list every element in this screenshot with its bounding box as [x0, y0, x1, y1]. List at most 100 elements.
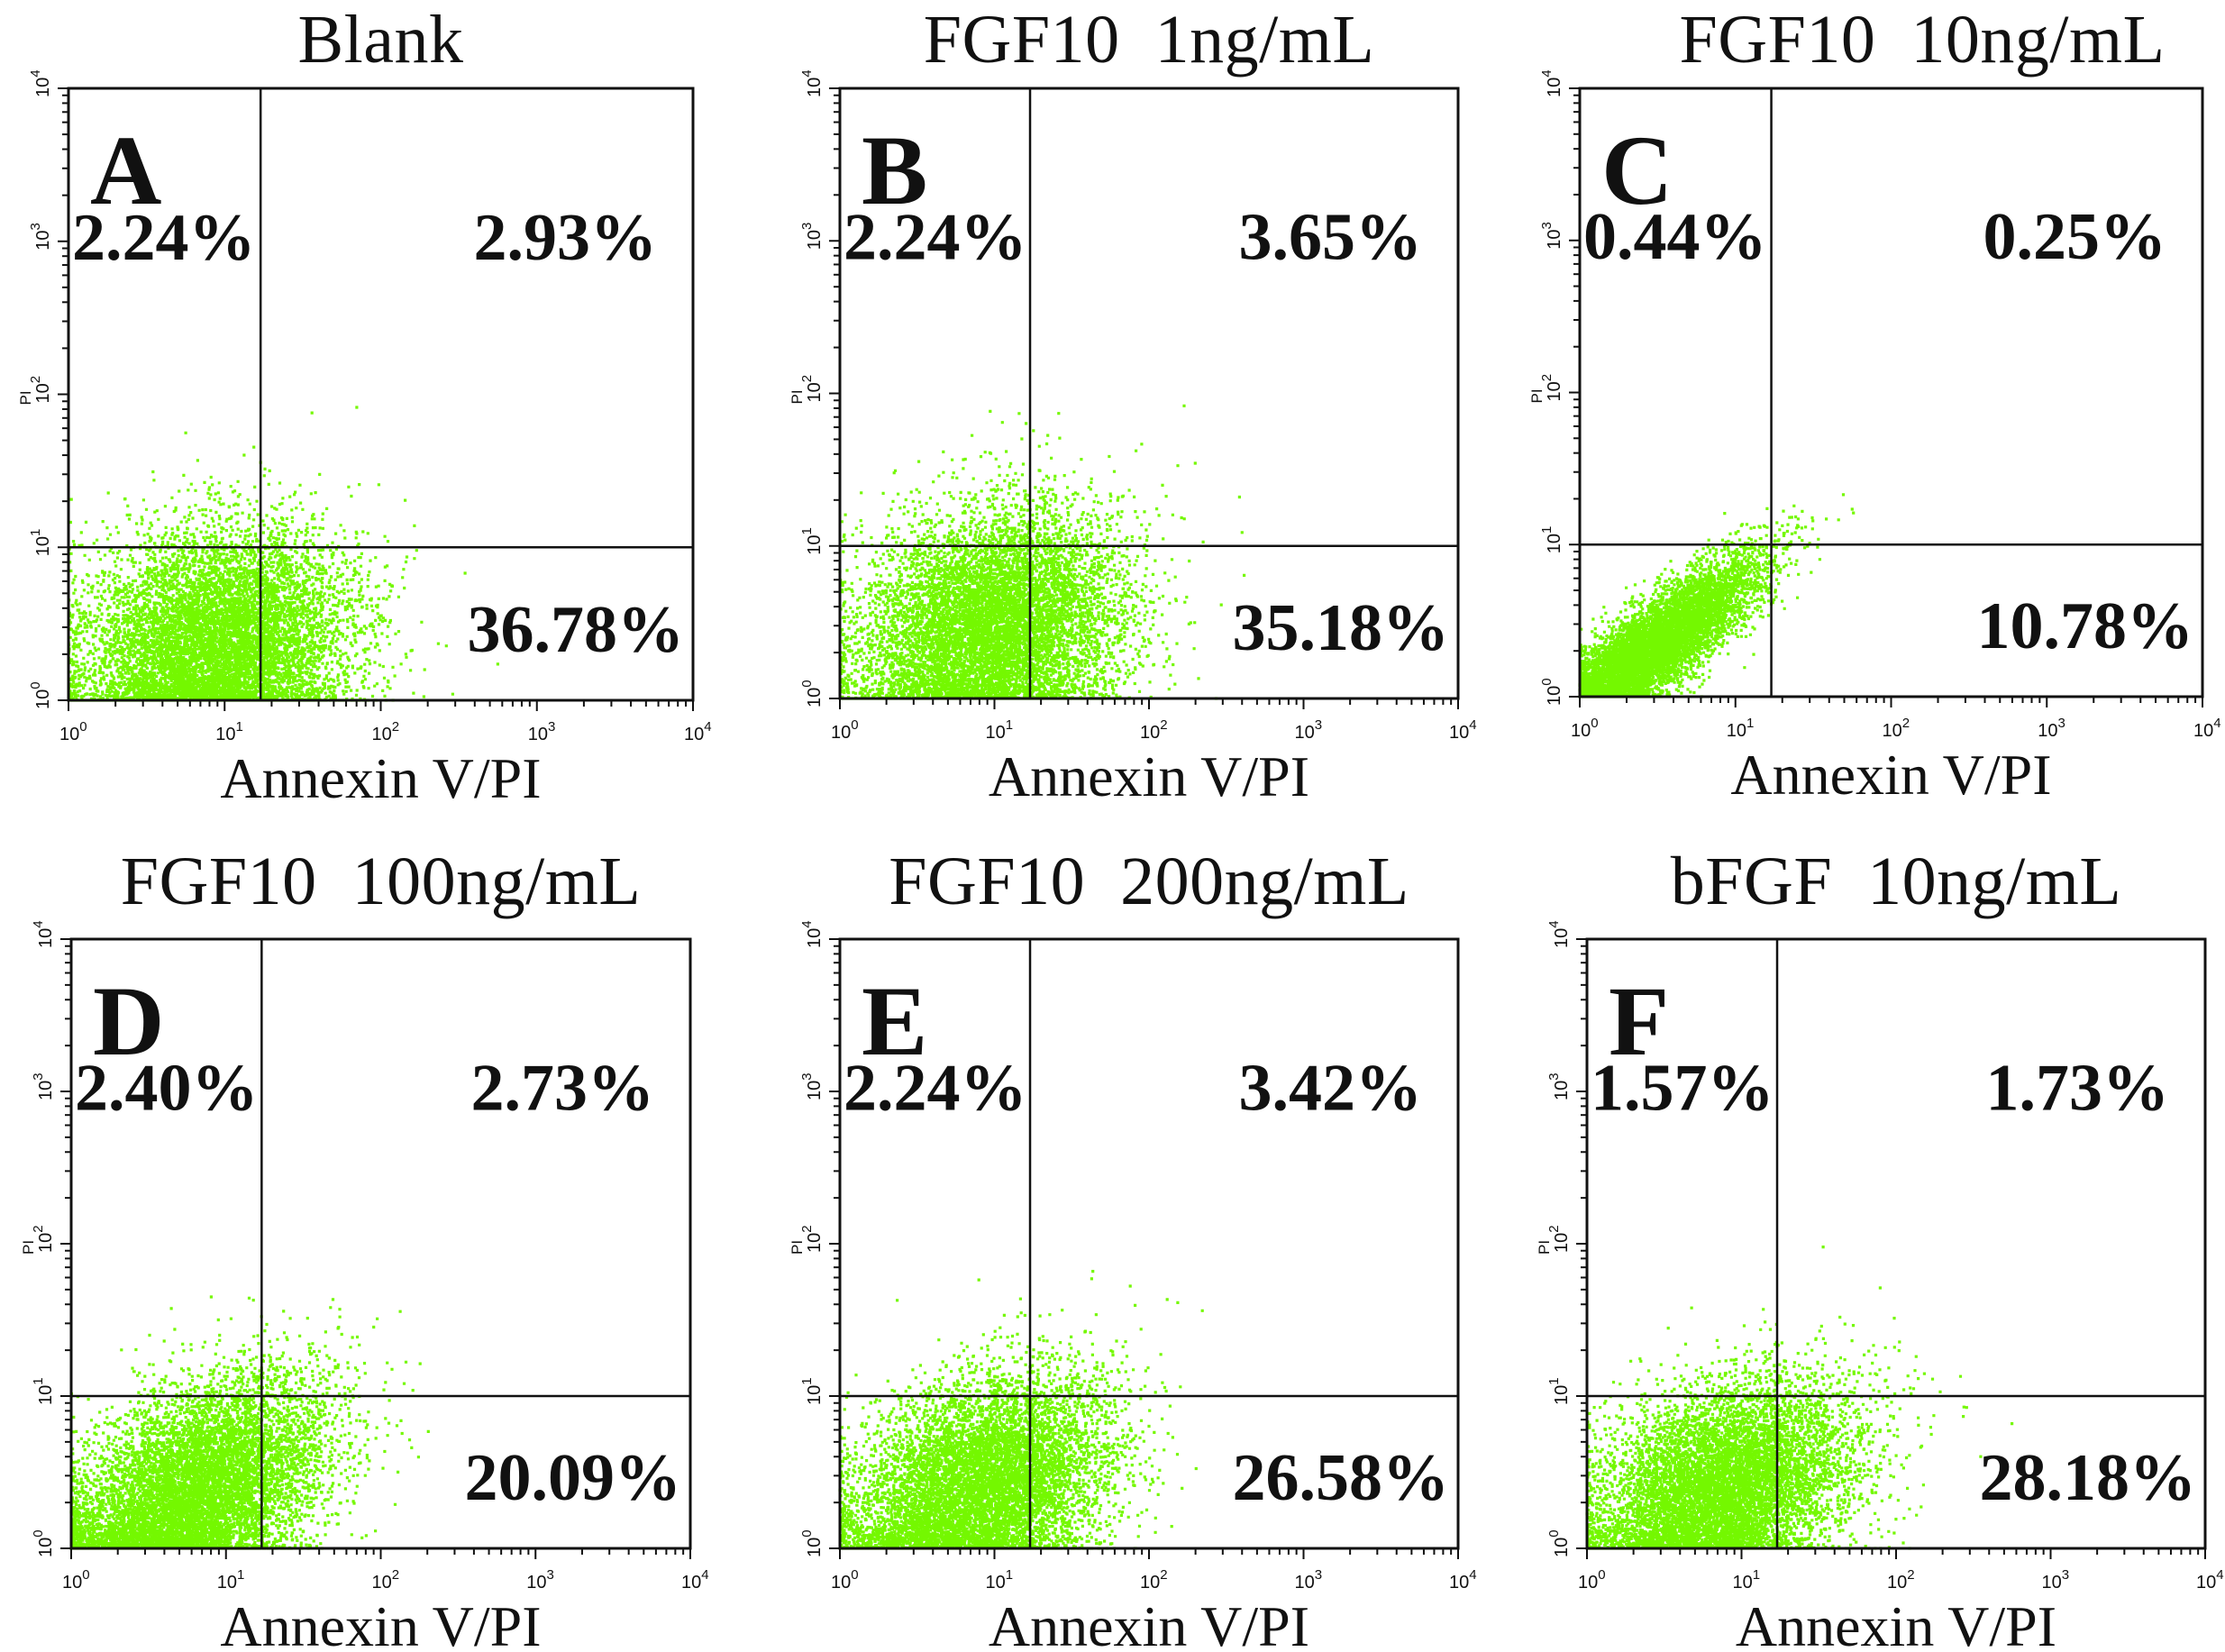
panel-title: FGF10 1ng/mL — [923, 2, 1375, 78]
quadrant-upper-right-percent: 2.93% — [474, 201, 658, 275]
panel-e: FGF10 200ng/mL 100 101 102 103 104 100 101 102 1… — [789, 844, 1477, 1652]
x-tick-label: 104 — [2196, 1567, 2224, 1593]
y-tick-exponent: 0 — [1539, 678, 1555, 685]
flow-plot: 100 101 102 103 104100101102103104PIAnnexin … — [20, 920, 709, 1652]
panel-title: FGF10 100ng/mL — [120, 844, 642, 919]
y-tick-label: 104 — [1546, 920, 1572, 948]
y-tick-exponent: 1 — [31, 1377, 46, 1384]
x-tick-exponent: 0 — [79, 719, 87, 735]
quadrant-upper-right-percent: 0.25% — [1983, 200, 2167, 274]
scatter-dots — [1578, 493, 1856, 698]
x-tick-exponent: 4 — [1469, 1567, 1476, 1583]
scatter-dots — [69, 1295, 430, 1550]
x-tick-exponent: 2 — [1160, 717, 1167, 733]
flow-plot: 100 101 102 103 104100101102103104PIAnnexin … — [789, 69, 1477, 808]
panel-title: Blank — [297, 2, 464, 78]
panel-title: FGF10 10ng/mL — [1679, 2, 2166, 78]
y-tick-exponent: 1 — [799, 527, 815, 534]
quadrant-upper-left-percent: 2.40% — [75, 1051, 259, 1125]
x-tick-exponent: 4 — [2216, 1567, 2223, 1583]
quadrant-upper-right-percent: 1.73% — [1986, 1051, 2170, 1125]
scatter-points — [838, 404, 1246, 700]
quadrant-upper-left-percent: 2.24% — [843, 201, 1027, 275]
scatter-dots — [838, 1270, 1204, 1550]
y-tick-exponent: 0 — [31, 1529, 46, 1537]
axis-ticks — [60, 938, 691, 1559]
x-tick-exponent: 0 — [1598, 1567, 1605, 1583]
scatter-dots — [838, 404, 1246, 700]
x-tick-exponent: 3 — [548, 719, 555, 735]
scatter-points — [1578, 493, 1856, 698]
panel-title: bFGF 10ng/mL — [1670, 844, 2122, 919]
y-tick-exponent: 4 — [1539, 69, 1555, 77]
x-tick-label: 100 — [1578, 1567, 1606, 1593]
x-tick-exponent: 2 — [392, 719, 399, 735]
x-tick-exponent: 0 — [1591, 716, 1598, 731]
y-tick-exponent: 1 — [799, 1377, 815, 1384]
x-tick-exponent: 1 — [1006, 1567, 1013, 1583]
x-tick-exponent: 4 — [1469, 717, 1476, 733]
axis-ticks — [58, 87, 694, 711]
panel-letter: E — [862, 966, 927, 1076]
y-tick-exponent: 3 — [799, 1072, 815, 1080]
x-tick-exponent: 1 — [236, 719, 243, 735]
panel-letter: F — [1609, 966, 1669, 1076]
scatter-points — [69, 1295, 430, 1550]
panel-b: FGF10 1ng/mL 100 101 102 103 104 100 101 102 103… — [0, 0, 1514, 829]
y-tick-label: 101 — [1546, 1377, 1572, 1405]
x-tick-exponent: 3 — [2062, 1567, 2069, 1583]
y-tick-exponent: 1 — [1539, 526, 1555, 534]
y-tick-exponent: 4 — [31, 920, 46, 927]
y-tick-exponent: 3 — [1539, 222, 1555, 229]
quadrant-upper-right-percent: 3.42% — [1239, 1051, 1423, 1125]
y-tick-exponent: 3 — [31, 1072, 46, 1080]
axis-ticks — [1576, 938, 2206, 1559]
x-tick-exponent: 3 — [2058, 716, 2065, 731]
x-tick-label: 102 — [1887, 1567, 1915, 1593]
scatter-points — [838, 1270, 1204, 1550]
panel-letter: C — [1601, 115, 1673, 225]
y-axis-label: PI — [1536, 1240, 1553, 1255]
y-axis-label: PI — [20, 1240, 37, 1255]
y-axis-label: PI — [17, 390, 34, 405]
y-tick-exponent: 2 — [28, 376, 43, 383]
x-tick-exponent: 4 — [704, 719, 711, 735]
x-tick-exponent: 3 — [1315, 717, 1322, 733]
x-tick-exponent: 1 — [1006, 717, 1013, 733]
y-tick-exponent: 2 — [799, 375, 815, 382]
y-tick-exponent: 3 — [28, 223, 43, 230]
quadrant-upper-left-percent: 0.44% — [1583, 200, 1767, 274]
quadrant-upper-right-percent: 3.65% — [1239, 201, 1423, 275]
x-tick-exponent: 2 — [1907, 1567, 1914, 1583]
quadrant-upper-left-percent: 2.24% — [843, 1051, 1027, 1125]
x-axis-label: Annexin V/PI — [220, 746, 541, 810]
x-tick-exponent: 2 — [1160, 1567, 1167, 1583]
panel-letter: A — [90, 115, 161, 225]
y-tick-exponent: 0 — [28, 681, 43, 689]
quadrant-lower-right-percent: 35.18% — [1233, 591, 1450, 665]
scatter-dots — [67, 406, 499, 702]
x-tick-label: 101 — [1733, 1567, 1761, 1593]
axis-ticks — [1569, 87, 2203, 707]
flow-plot: 100 101 102 103 104100101102103104PIAnnexin … — [1528, 69, 2221, 807]
flow-plot: 100 101 102 103 104100101102103104PIAnnexin … — [789, 920, 1477, 1652]
y-axis-label: PI — [789, 389, 806, 404]
x-tick-exponent: 0 — [851, 717, 858, 733]
y-axis-label: PI — [789, 1240, 806, 1255]
y-tick-exponent: 2 — [799, 1225, 815, 1232]
y-tick-exponent: 0 — [1546, 1529, 1562, 1537]
panel-letter: D — [93, 966, 164, 1076]
panel-a: Blank 100 101 102 103 104 100 101 102 103 104 PI An… — [0, 0, 748, 829]
panel-d: FGF10 100ng/mL 100 101 102 103 104 100 101 102 1… — [0, 0, 748, 1652]
quadrant-lower-right-percent: 20.09% — [465, 1441, 682, 1515]
panel-title: FGF10 200ng/mL — [889, 844, 1409, 919]
x-axis-label: Annexin V/PI — [220, 1594, 541, 1652]
scatter-points — [67, 406, 499, 702]
y-tick-exponent: 3 — [799, 223, 815, 230]
y-tick-exponent: 1 — [28, 529, 43, 536]
x-axis-label: Annexin V/PI — [1730, 743, 2051, 807]
quadrant-lower-right-percent: 10.78% — [1977, 589, 2194, 663]
x-tick-exponent: 3 — [1315, 1567, 1322, 1583]
